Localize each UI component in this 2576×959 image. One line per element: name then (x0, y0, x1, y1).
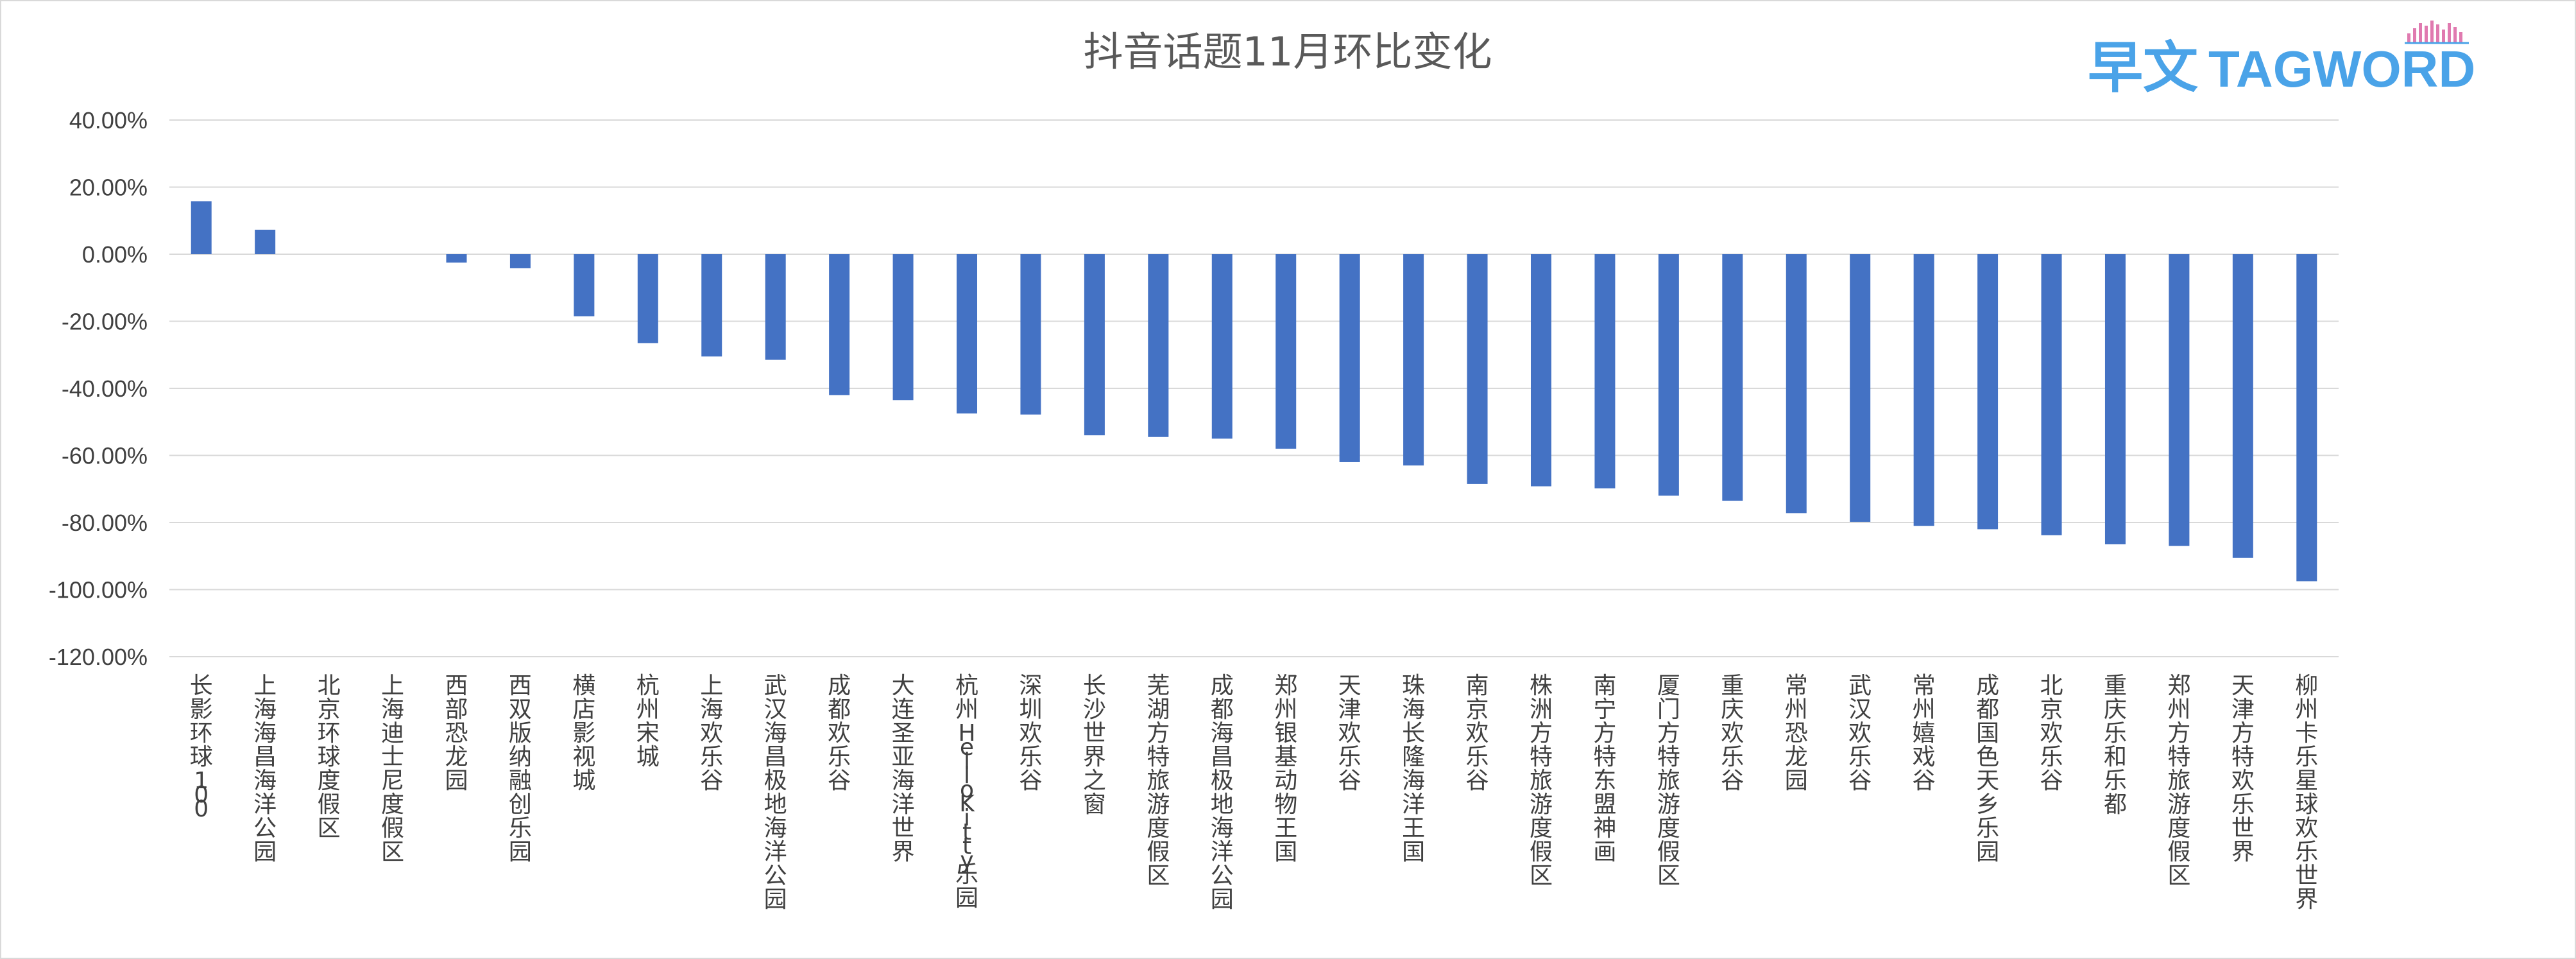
category-label: 天津方特欢乐世界 (2231, 673, 2255, 865)
category-label: 重庆乐和乐都 (2104, 673, 2127, 818)
category-label: 横店影视城 (572, 673, 595, 794)
category-label: 长影环球 1 0 0 (190, 673, 213, 822)
logo-bars-icon (2405, 21, 2469, 44)
bar (2296, 254, 2317, 582)
category-label: 上海海昌海洋公园 (253, 673, 277, 865)
bar (1850, 254, 1871, 522)
category-label: 重庆欢乐谷 (1721, 673, 1744, 794)
logo-english-text: TAGWORD (2208, 40, 2475, 98)
y-tick-label: 0.00% (82, 241, 148, 268)
logo-bar (2448, 23, 2451, 42)
y-tick-label: -40.00% (62, 376, 148, 402)
bar (509, 254, 531, 268)
y-tick-label: -80.00% (62, 510, 148, 536)
bar (957, 254, 978, 414)
category-label: 杭州宋城 (636, 673, 660, 770)
bar (191, 201, 212, 254)
category-label: 天津欢乐谷 (1338, 673, 1361, 794)
category-label: 长沙世界之窗 (1083, 673, 1106, 818)
bar (2104, 254, 2126, 544)
bar (1211, 254, 1233, 439)
category-label: 株洲方特旅游度假区 (1530, 673, 1553, 889)
category-label: 西双版纳融创乐园 (509, 673, 532, 865)
category-label: 上海迪士尼度假区 (381, 673, 404, 865)
y-tick-label: -60.00% (62, 443, 148, 469)
bar (1786, 254, 1807, 514)
logo-bar (2442, 30, 2445, 42)
bars (191, 201, 2317, 582)
category-label: 常州嬉戏谷 (1913, 673, 1936, 794)
bar (1275, 254, 1297, 449)
x-axis-category-labels: 长影环球 1 0 0 上海海昌海洋公园 北京环球度假区 上海迪士尼度假区 西部恐龙园 西双版纳融… (190, 673, 2319, 913)
y-tick-label: -100.00% (49, 577, 148, 603)
bar (892, 254, 914, 401)
category-label: 西部恐龙园 (445, 673, 468, 794)
y-tick-label: -20.00% (62, 309, 148, 335)
bar (765, 254, 786, 360)
chart-title: 抖音话题11月环比变化 (1084, 28, 1492, 75)
category-label: 郑州银基动物王国 (1274, 673, 1297, 865)
category-label: 常州恐龙园 (1785, 673, 1808, 794)
bar (1530, 254, 1551, 487)
category-label: 芜湖方特旅游度假区 (1147, 673, 1170, 889)
logo-bar (2407, 33, 2410, 42)
category-label: 武汉海昌极地海洋公园 (764, 673, 787, 913)
bar (1467, 254, 1488, 484)
category-label: 成都国色天乡乐园 (1976, 673, 1999, 865)
bar (1084, 254, 1105, 436)
gridlines (169, 119, 2339, 657)
category-label: 郑州方特旅游度假区 (2167, 673, 2190, 889)
category-label: 成都海昌极地海洋公园 (1211, 673, 1234, 913)
y-tick-label: 40.00% (69, 107, 148, 134)
bar (701, 254, 722, 357)
category-label: 厦门方特旅游度假区 (1657, 673, 1680, 889)
logo-bar (2453, 27, 2457, 42)
bar (1913, 254, 1934, 526)
category-label: 北京环球度假区 (318, 673, 341, 842)
bar (446, 254, 467, 263)
bar (637, 254, 658, 343)
bar (2232, 254, 2253, 558)
category-label: 深圳欢乐谷 (1019, 673, 1042, 794)
bar (1020, 254, 1041, 415)
category-label: 上海欢乐谷 (700, 673, 723, 794)
category-label: 南宁方特东盟神画 (1593, 673, 1616, 865)
logo-bar (2459, 32, 2462, 42)
logo-bar (2425, 26, 2428, 42)
bar (255, 229, 276, 254)
logo-bar (2436, 24, 2439, 42)
category-label: 珠海长隆海洋王国 (1402, 673, 1425, 865)
y-tick-label: 20.00% (69, 175, 148, 201)
y-tick-label: -120.00% (49, 644, 148, 670)
category-label: 柳州卡乐星球欢乐世界 (2295, 673, 2318, 913)
category-label: 大连圣亚海洋世界 (892, 673, 915, 865)
bar (1722, 254, 1743, 501)
bar (574, 254, 595, 316)
bar (2169, 254, 2190, 546)
logo-bar (2430, 21, 2434, 42)
bar (1148, 254, 1169, 437)
logo-bar (2419, 23, 2422, 42)
bar (1594, 254, 1616, 488)
logo-bar (2413, 28, 2416, 42)
bar (1339, 254, 1360, 462)
category-label: 北京欢乐谷 (2040, 673, 2063, 794)
bar (829, 254, 850, 395)
bar (2041, 254, 2062, 535)
category-label: 武汉欢乐谷 (1848, 673, 1872, 794)
y-axis-tick-labels: 40.00% 20.00% 0.00% -20.00% -40.00% -60.00% -8… (49, 107, 148, 670)
logo: 早文 TAGWORD (2088, 21, 2475, 100)
bar (1658, 254, 1679, 496)
logo-chinese-text: 早文 (2088, 36, 2198, 100)
bar (1977, 254, 1999, 530)
bar (1403, 254, 1424, 466)
category-label: 成都欢乐谷 (828, 673, 851, 794)
category-label: 南京欢乐谷 (1466, 673, 1489, 794)
